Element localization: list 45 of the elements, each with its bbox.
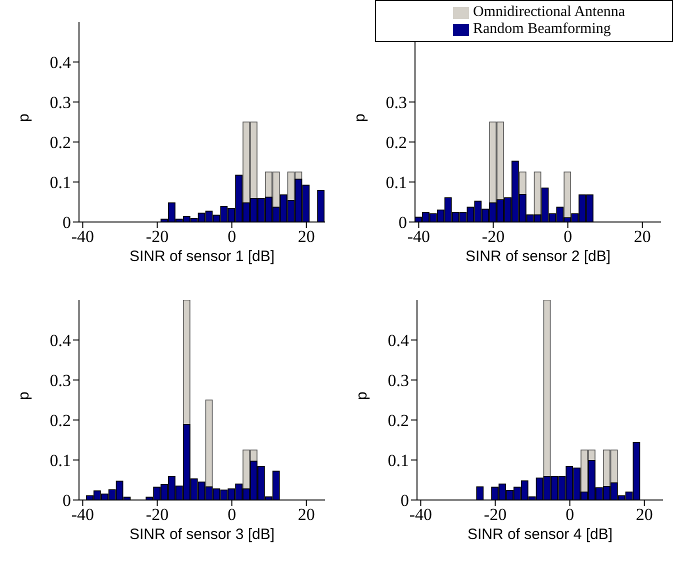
x-tick-label: 0 <box>564 227 572 246</box>
x-axis-title: SINR of sensor 3 [dB] <box>128 526 276 543</box>
x-tick-label: 0 <box>228 227 236 246</box>
x-tick-label: -40 <box>407 227 430 246</box>
x-tick-label: 0 <box>566 505 574 524</box>
y-tick-label: 0.1 <box>386 173 407 192</box>
y-tick-label: 0.3 <box>386 93 407 112</box>
y-tick-label: 0.1 <box>50 173 71 192</box>
y-axis-title: p <box>15 392 32 400</box>
x-tick-label: -20 <box>484 505 507 524</box>
x-tick-label: -40 <box>71 505 94 524</box>
legend-label: Omnidirectional Antenna <box>473 4 626 20</box>
x-tick-label: 0 <box>228 505 236 524</box>
legend-label: Random Beamforming <box>473 21 611 37</box>
y-tick-label: 0.2 <box>50 411 71 430</box>
y-tick-label: 0.2 <box>386 133 407 152</box>
y-tick-label: 0.4 <box>50 53 72 72</box>
x-tick-label: -20 <box>482 227 505 246</box>
x-tick-label: 20 <box>298 505 315 524</box>
y-tick-label: 0.2 <box>50 133 71 152</box>
y-tick-label: 0.1 <box>388 451 409 470</box>
y-axis-title: p <box>353 392 370 400</box>
y-tick-label: 0 <box>398 213 407 232</box>
y-tick-label: 0.3 <box>388 371 409 390</box>
y-tick-label: 0 <box>62 491 71 510</box>
y-tick-label: 0.2 <box>388 411 409 430</box>
x-tick-label: 20 <box>298 227 315 246</box>
x-tick-label: 20 <box>634 227 651 246</box>
y-tick-label: 0.3 <box>50 93 71 112</box>
x-axis-title: SINR of sensor 4 [dB] <box>466 526 614 543</box>
y-tick-label: 0.4 <box>388 331 410 350</box>
x-tick-label: -40 <box>409 505 432 524</box>
y-tick-label: 0.3 <box>50 371 71 390</box>
y-tick-label: 0 <box>400 491 409 510</box>
x-tick-label: -40 <box>71 227 94 246</box>
x-axis-title: SINR of sensor 1 [dB] <box>128 248 276 265</box>
x-axis-title: SINR of sensor 2 [dB] <box>464 248 612 265</box>
y-tick-label: 0 <box>62 213 71 232</box>
x-tick-label: -20 <box>146 227 169 246</box>
y-tick-label: 0.4 <box>50 331 72 350</box>
x-tick-label: -20 <box>146 505 169 524</box>
y-tick-label: 0.1 <box>50 451 71 470</box>
y-axis-title: p <box>351 114 368 122</box>
x-tick-label: 20 <box>636 505 653 524</box>
y-axis-title: p <box>15 114 32 122</box>
